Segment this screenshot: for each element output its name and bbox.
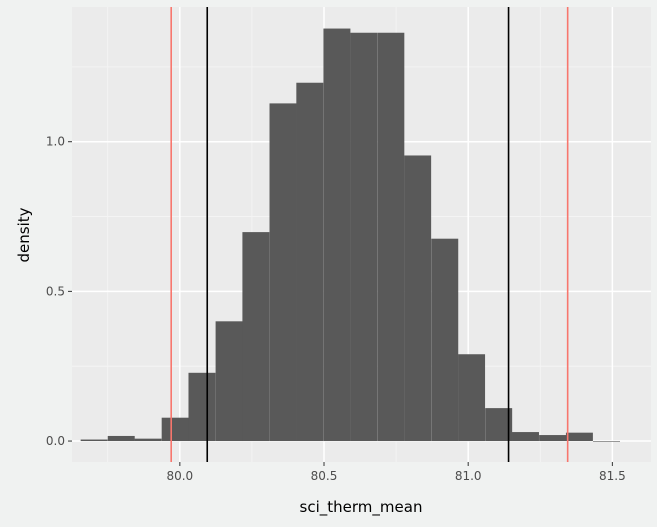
histogram-bar bbox=[134, 438, 162, 442]
x-tick-label: 80.0 bbox=[166, 469, 193, 483]
x-tick-label: 81.5 bbox=[599, 469, 626, 483]
y-tick-label: 0.0 bbox=[46, 434, 65, 448]
histogram-bars bbox=[80, 28, 621, 442]
histogram-bar bbox=[377, 32, 405, 442]
histogram-bar bbox=[485, 408, 513, 442]
histogram-bar bbox=[565, 432, 593, 442]
y-axis-title: density bbox=[15, 207, 33, 262]
histogram-bar bbox=[296, 82, 324, 442]
histogram-bar bbox=[323, 28, 351, 442]
x-tick-label: 80.5 bbox=[311, 469, 338, 483]
histogram-bar bbox=[512, 432, 539, 442]
histogram-bar bbox=[215, 321, 243, 442]
histogram-bar bbox=[593, 441, 621, 442]
histogram-bar bbox=[431, 238, 459, 442]
histogram-bar bbox=[107, 435, 135, 442]
histogram-bar bbox=[404, 155, 432, 442]
histogram-bar bbox=[242, 232, 270, 442]
histogram-bar bbox=[458, 354, 486, 442]
histogram-bar bbox=[80, 439, 108, 442]
reference-lines bbox=[170, 7, 569, 462]
x-tick-label: 81.0 bbox=[455, 469, 482, 483]
histogram-bar bbox=[539, 435, 567, 442]
histogram-bar bbox=[188, 372, 216, 442]
y-tick-label: 1.0 bbox=[46, 135, 65, 149]
x-axis-ticks: 80.0 80.5 81.0 81.5 bbox=[166, 462, 626, 483]
histogram-bar bbox=[161, 417, 189, 442]
histogram-bar bbox=[350, 32, 378, 442]
histogram-bar bbox=[269, 103, 297, 442]
y-tick-label: 0.5 bbox=[46, 284, 65, 298]
y-axis-ticks: 0.0 0.5 1.0 bbox=[46, 135, 72, 448]
x-axis-title: sci_therm_mean bbox=[300, 498, 423, 517]
